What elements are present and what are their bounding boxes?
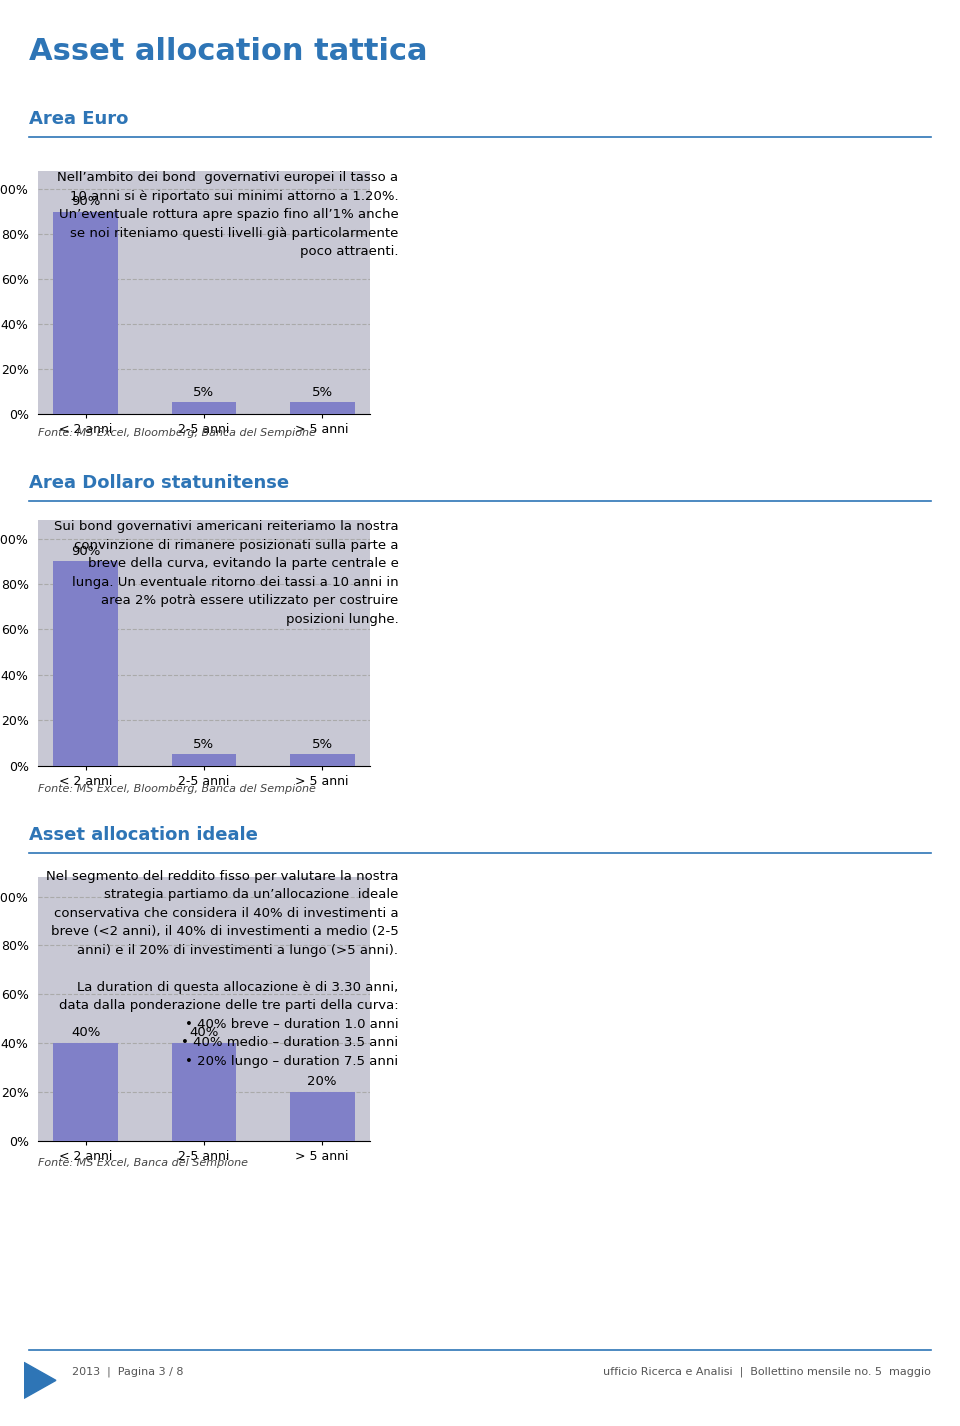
Bar: [290, 1092, 354, 1141]
Text: 40%: 40%: [189, 1027, 219, 1040]
Bar: [290, 754, 354, 766]
Text: 5%: 5%: [193, 386, 215, 399]
Text: Area Euro: Area Euro: [29, 110, 129, 128]
Bar: [54, 1042, 118, 1141]
Bar: [54, 562, 118, 766]
Text: Fonte: MS Excel, Bloomberg, Banca del Sempione: Fonte: MS Excel, Bloomberg, Banca del Se…: [38, 428, 316, 438]
Bar: [54, 211, 118, 414]
Polygon shape: [24, 1362, 56, 1399]
Text: 20%: 20%: [307, 1075, 337, 1088]
Text: Area Dollaro statunitense: Area Dollaro statunitense: [29, 473, 289, 492]
Text: Fonte: MS Excel, Bloomberg, Banca del Sempione: Fonte: MS Excel, Bloomberg, Banca del Se…: [38, 784, 316, 794]
Text: 5%: 5%: [311, 739, 332, 752]
Bar: [172, 1042, 236, 1141]
Text: 5%: 5%: [311, 386, 332, 399]
Text: Asset allocation tattica: Asset allocation tattica: [29, 37, 427, 66]
Text: ufficio Ricerca e Analisi  |  Bollettino mensile no. 5  maggio: ufficio Ricerca e Analisi | Bollettino m…: [603, 1366, 931, 1378]
Text: 40%: 40%: [71, 1027, 101, 1040]
Text: 90%: 90%: [71, 195, 101, 208]
Text: Asset allocation ideale: Asset allocation ideale: [29, 826, 257, 844]
Text: Nel segmento del reddito fisso per valutare la nostra
strategia partiamo da un’a: Nel segmento del reddito fisso per valut…: [46, 870, 398, 1068]
Bar: [172, 402, 236, 414]
Text: Fonte: MS Excel, Banca del Sempione: Fonte: MS Excel, Banca del Sempione: [38, 1158, 249, 1168]
Text: Nell’ambito dei bond  governativi europei il tasso a
10 anni si è riportato sui : Nell’ambito dei bond governativi europei…: [58, 171, 398, 258]
Text: 2013  |  Pagina 3 / 8: 2013 | Pagina 3 / 8: [72, 1366, 183, 1378]
Bar: [172, 754, 236, 766]
Bar: [290, 402, 354, 414]
Text: Sui bond governativi americani reiteriamo la nostra
convinzione di rimanere posi: Sui bond governativi americani reiteriam…: [54, 520, 398, 626]
Text: 90%: 90%: [71, 545, 101, 558]
Text: 5%: 5%: [193, 739, 215, 752]
